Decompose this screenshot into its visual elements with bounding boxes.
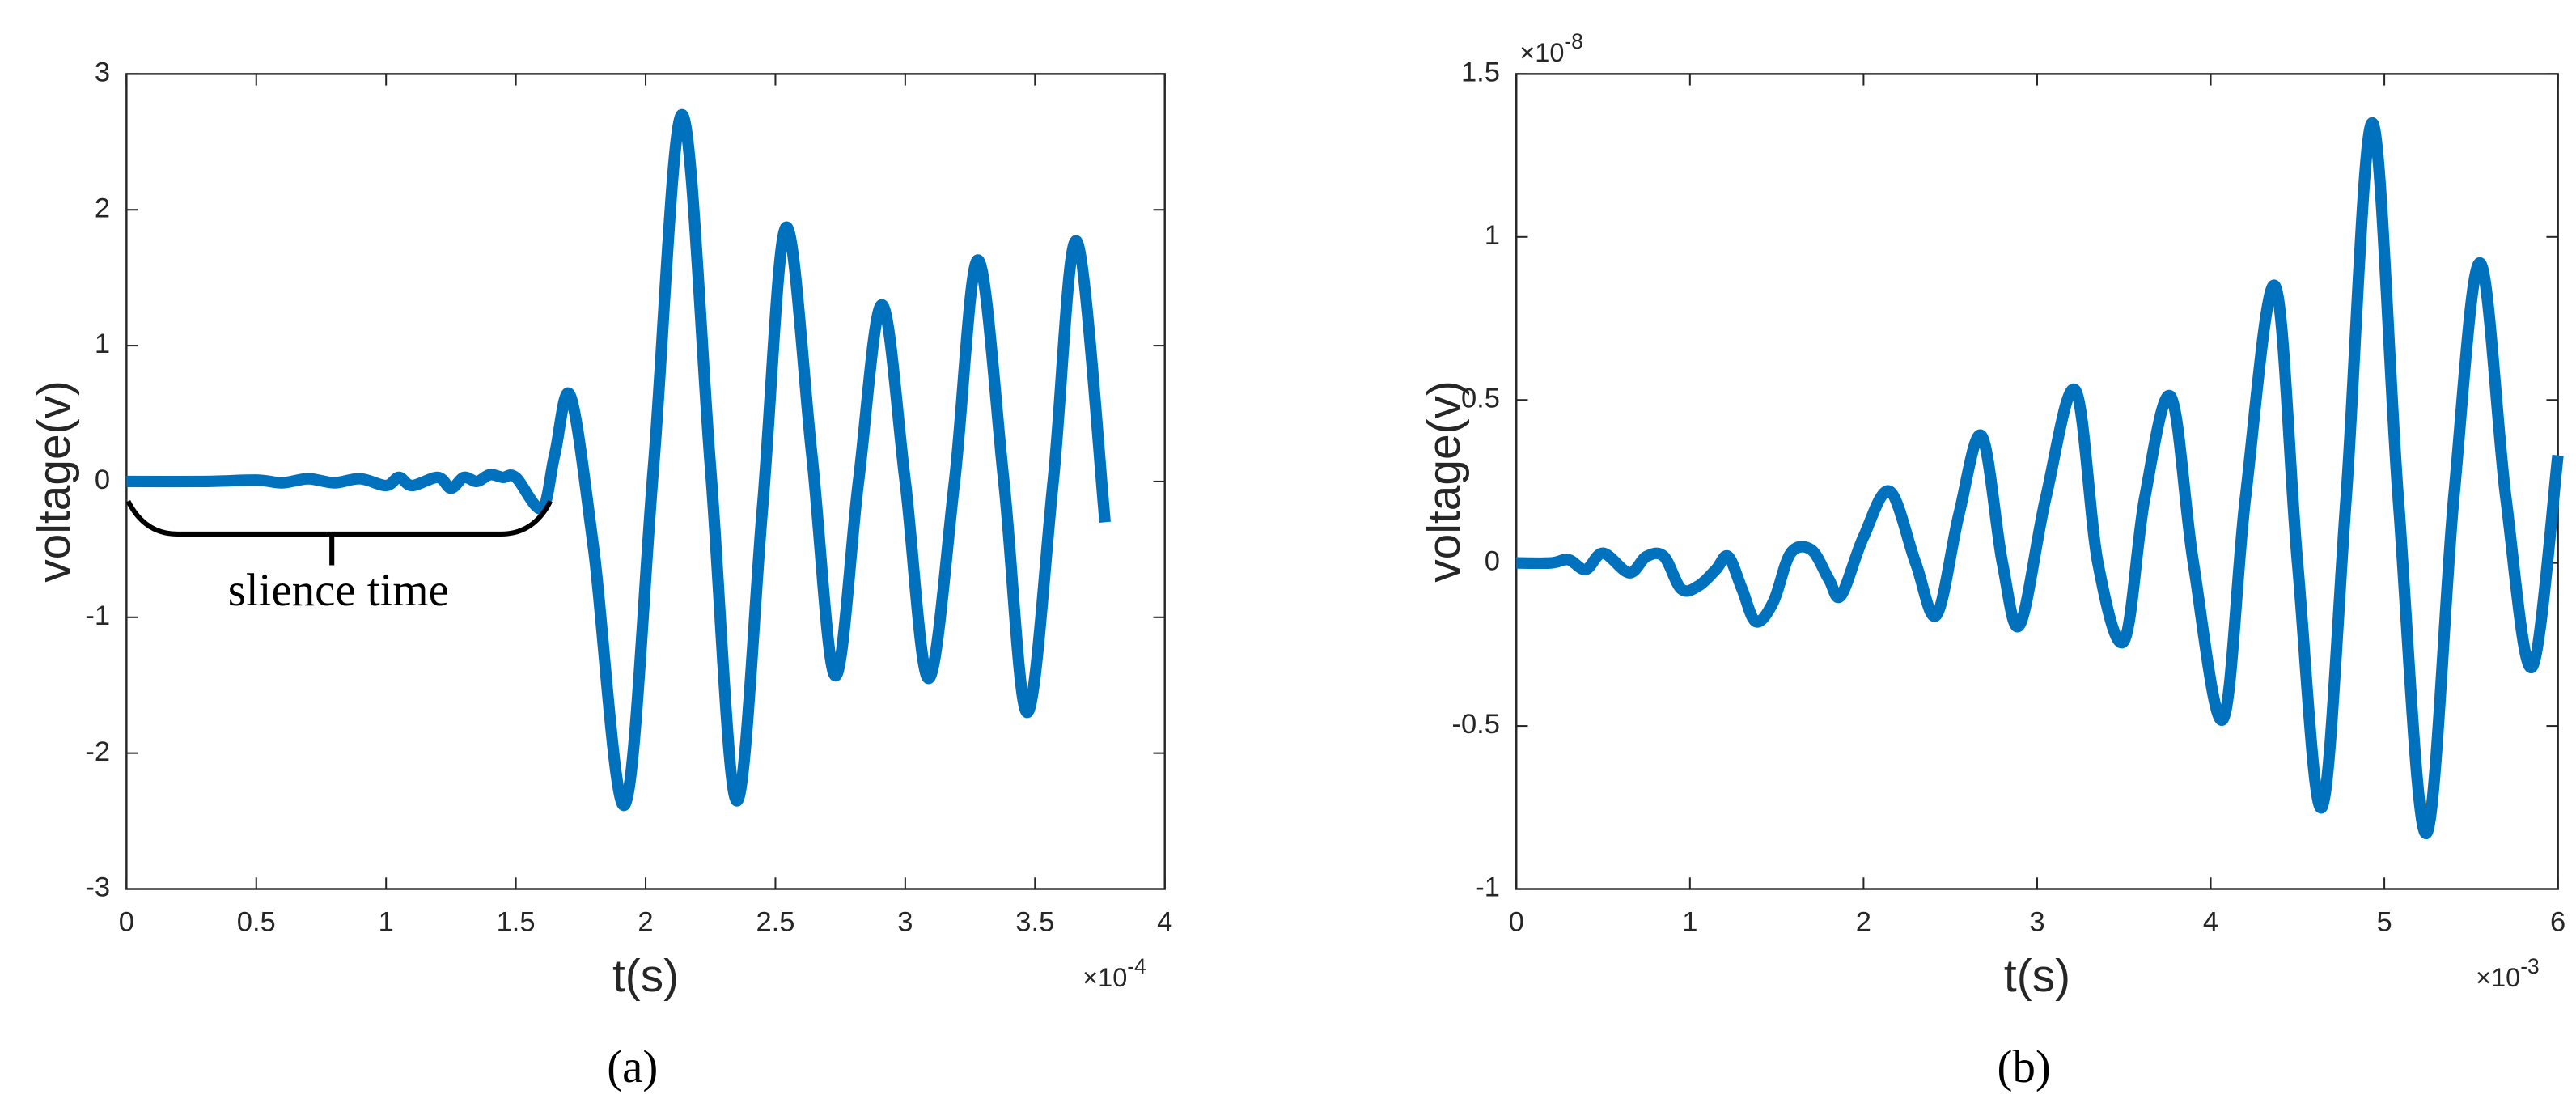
x-exponent-power: -4 (1127, 954, 1146, 978)
data-line (1516, 117, 2564, 840)
x-tick-label: 3 (2029, 906, 2044, 937)
y-tick-label: 1 (1485, 220, 1500, 251)
x-tick-label: 2 (638, 906, 653, 937)
x-tick-label: 5 (2377, 906, 2392, 937)
y-axis-label: voltage(v) (29, 380, 80, 583)
x-tick-label: 1 (379, 906, 394, 937)
x-axis-label: t(s) (2004, 951, 2070, 1002)
y-tick-label: 3 (95, 57, 110, 87)
y-tick-label: 1 (95, 329, 110, 359)
x-tick-label: 3.5 (1015, 906, 1054, 937)
y-tick-label: 2 (95, 193, 110, 223)
x-tick-label: 1 (1682, 906, 1697, 937)
y-tick-label: 0 (95, 465, 110, 495)
x-tick-label: 2.5 (756, 906, 794, 937)
x-tick-label: 0.5 (237, 906, 276, 937)
x-tick-label: 4 (2203, 906, 2218, 937)
y-tick-label: 1.5 (1461, 57, 1500, 87)
annotation: slience time (228, 565, 449, 616)
y-axis-label: voltage(v) (1419, 380, 1470, 583)
x-exponent-base: ×10 (2476, 963, 2520, 992)
y-tick-label: 0 (1485, 546, 1500, 577)
y-exponent-power: -8 (1564, 29, 1582, 53)
y-tick-label: 0.5 (1461, 383, 1500, 414)
caption: (a) (607, 1042, 658, 1092)
x-tick-label: 0 (119, 906, 134, 937)
x-axis-label: t(s) (612, 951, 679, 1002)
y-tick-label: -1 (85, 600, 110, 631)
y-tick-label: -3 (85, 872, 110, 903)
x-exponent-base: ×10 (1083, 963, 1127, 992)
data-line (126, 108, 1111, 812)
y-exponent-base: ×10 (1519, 38, 1564, 67)
x-tick-label: 3 (897, 906, 913, 937)
x-tick-label: 6 (2550, 906, 2565, 937)
caption: (b) (1998, 1042, 2051, 1092)
x-exponent: ×10-3 (2476, 954, 2540, 992)
y-tick-label: -1 (1475, 872, 1500, 903)
x-tick-label: 0 (1509, 906, 1524, 937)
y-tick-label: -2 (85, 736, 110, 767)
y-exponent: ×10-8 (1519, 29, 1583, 67)
y-tick-label: -0.5 (1451, 709, 1499, 740)
silence-bracket (125, 499, 553, 566)
x-exponent: ×10-4 (1083, 954, 1146, 992)
x-tick-label: 4 (1157, 906, 1172, 937)
x-tick-label: 2 (1856, 906, 1871, 937)
x-exponent-power: -3 (2520, 954, 2539, 978)
x-tick-label: 1.5 (497, 906, 536, 937)
